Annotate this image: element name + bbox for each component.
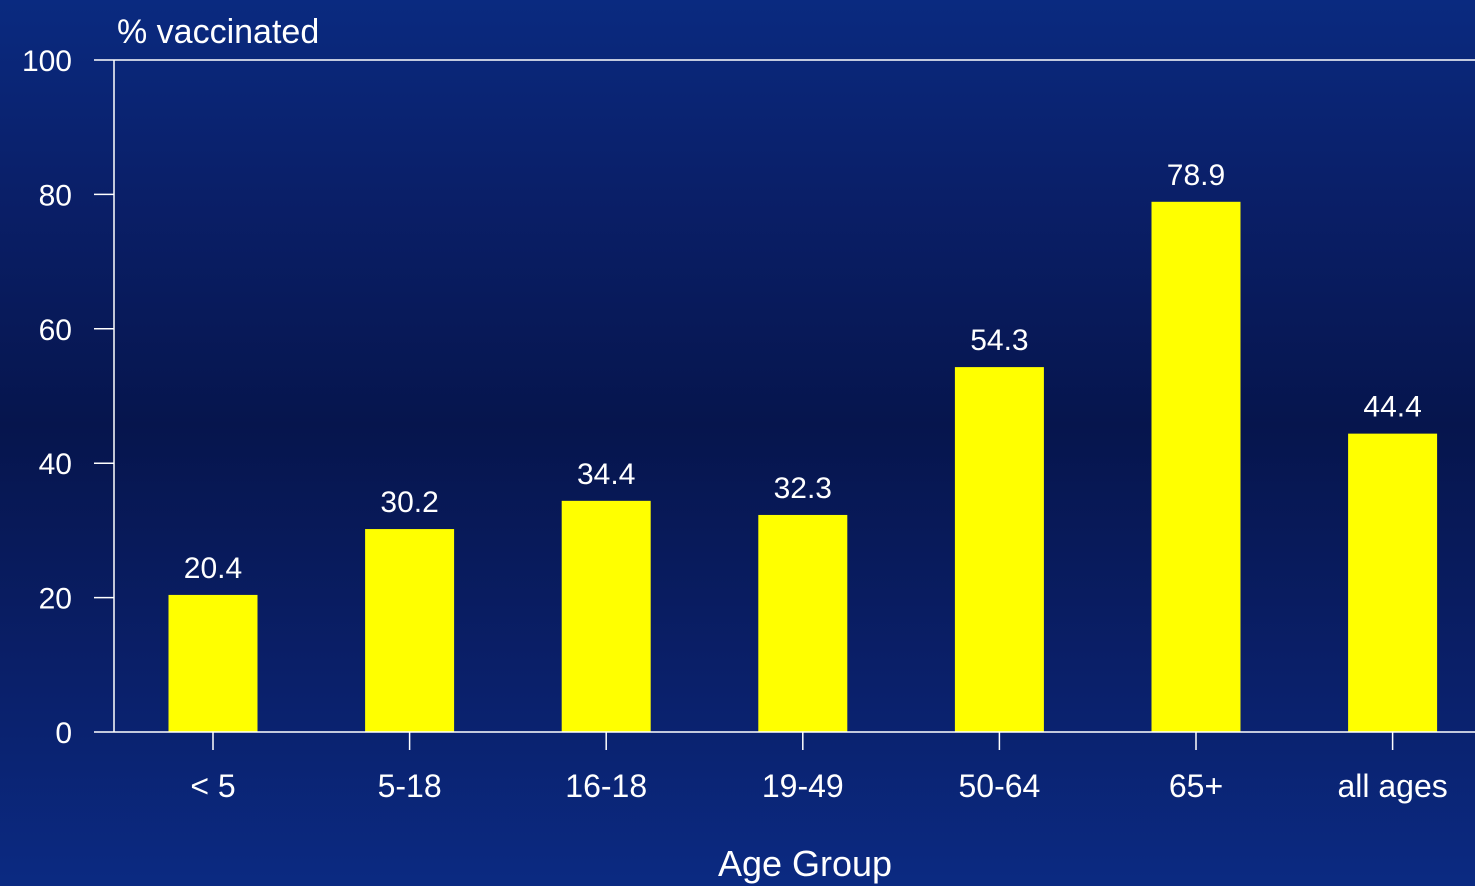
- bar: [954, 367, 1044, 732]
- bar: [758, 514, 848, 732]
- y-tick-label: 0: [55, 717, 72, 750]
- x-tick-label: all ages: [1337, 768, 1447, 804]
- bar: [1151, 201, 1241, 733]
- y-tick-label: 60: [39, 314, 72, 347]
- bar: [1348, 433, 1438, 732]
- y-tick-label: 100: [22, 45, 72, 78]
- x-tick-label: 16-18: [565, 768, 647, 804]
- bar-value-label: 78.9: [1167, 159, 1225, 192]
- x-tick-label: 5-18: [378, 768, 442, 804]
- y-axis-ticks: 0 20 40 60 80 100: [22, 45, 114, 750]
- y-axis-label: % vaccinated: [117, 13, 319, 51]
- bars: 20.4 30.2 34.4 32.3 54.3 78.9 44.4: [168, 159, 1438, 733]
- x-axis-ticks: < 5 5-18 16-18 19-49 50-64 65+ all ages: [190, 732, 1448, 804]
- bar-value-label: 32.3: [774, 472, 832, 505]
- bar-value-label: 44.4: [1363, 391, 1421, 424]
- x-axis-label: Age Group: [718, 843, 892, 884]
- bar-value-label: 54.3: [970, 324, 1028, 357]
- y-tick-label: 80: [39, 179, 72, 212]
- bar-value-label: 34.4: [577, 458, 635, 491]
- bar: [168, 594, 258, 732]
- y-tick-label: 40: [39, 448, 72, 481]
- bar: [365, 529, 455, 732]
- x-tick-label: 50-64: [958, 768, 1040, 804]
- x-tick-label: 65+: [1169, 768, 1223, 804]
- bar: [561, 500, 651, 732]
- y-tick-label: 20: [39, 583, 72, 616]
- x-tick-label: < 5: [190, 768, 235, 804]
- bar-value-label: 30.2: [380, 486, 438, 519]
- bar-value-label: 20.4: [184, 552, 242, 585]
- x-tick-label: 19-49: [762, 768, 844, 804]
